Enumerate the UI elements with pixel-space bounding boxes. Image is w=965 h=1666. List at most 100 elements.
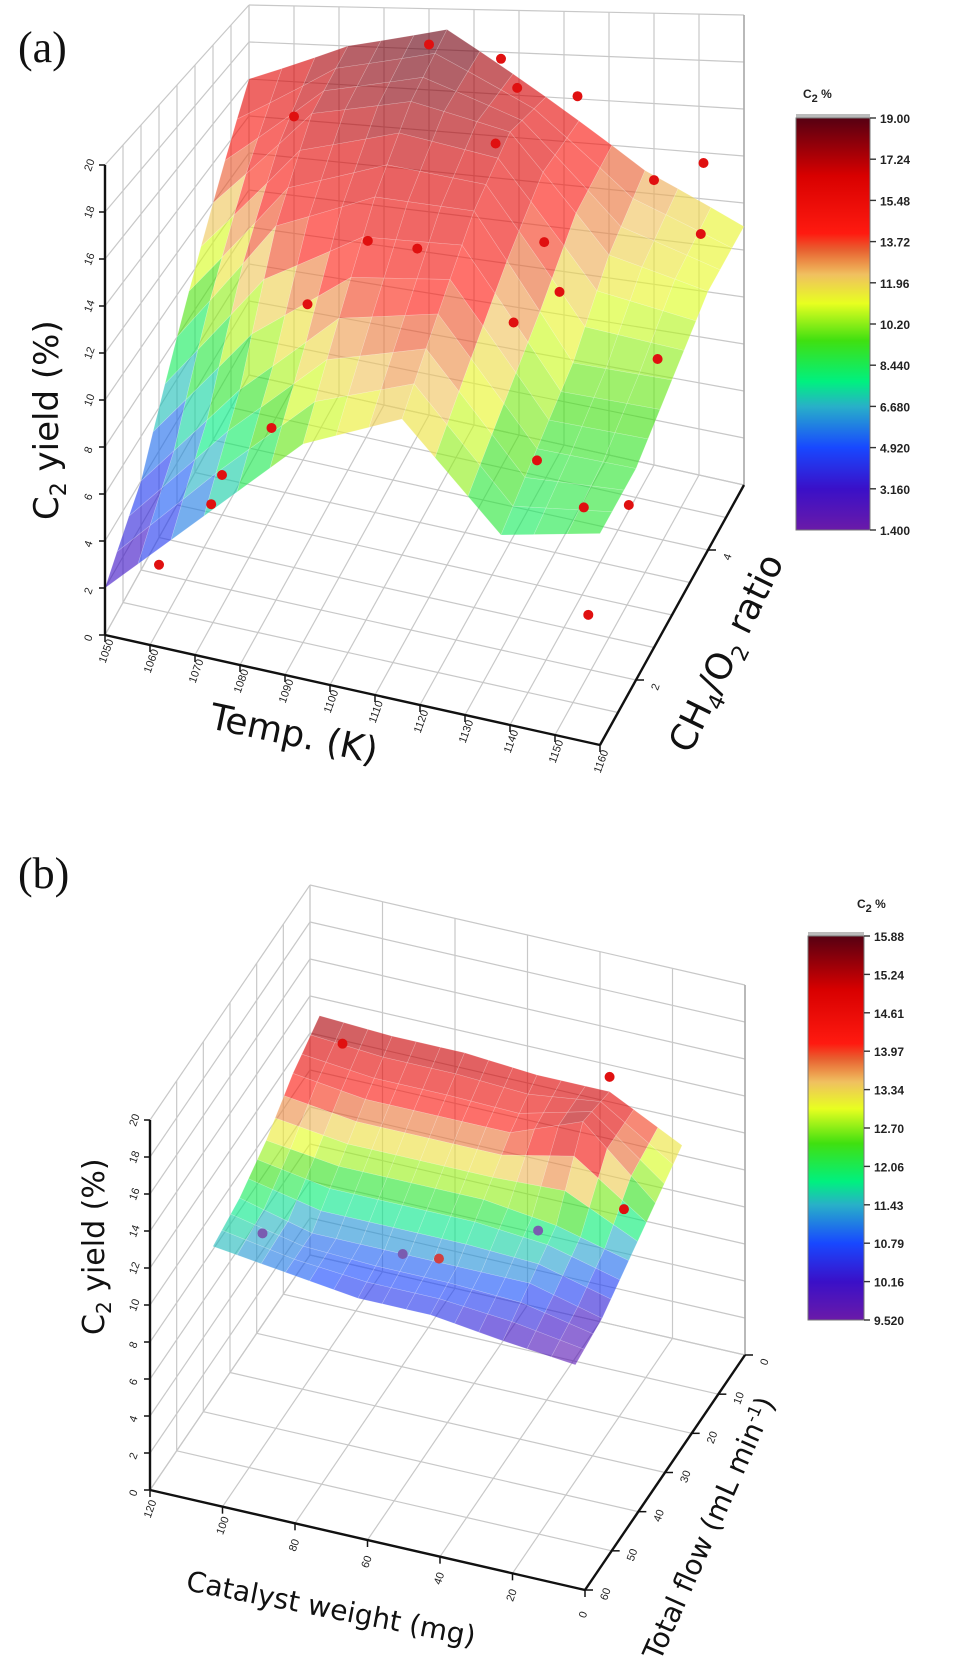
surface-patch [577,1286,612,1319]
panel-label-b: (b) [18,849,69,898]
x-tick-label: 1110 [367,699,386,725]
x-tick-label: 1060 [142,648,162,675]
data-point [583,609,594,620]
x-tick-label: 1080 [232,668,252,695]
colorbar-cap [808,932,864,937]
data-point [424,39,434,50]
data-point [217,470,227,480]
colorbar-title-b: C2 % [857,897,886,915]
colorbar-tick-label: 8.440 [880,359,910,373]
surface-patch [648,1126,683,1166]
z-axis-label-b: C2 yield (%) [77,1158,116,1335]
colorbar-tick-label: 13.72 [880,236,910,250]
data-point [154,559,164,570]
left-wall-gridline [104,115,250,307]
surface-patch [578,485,625,513]
surface-patch [602,432,649,469]
colorbar-tick-label: 3.160 [880,483,910,497]
z-tick-label: 8 [127,1340,140,1350]
floor-gridline [203,1411,639,1513]
colorbar-tick-label: 4.920 [880,442,910,456]
floor-gridline [176,504,673,616]
data-point [412,243,423,254]
floor-gridline [122,601,619,714]
left-wall-gridline [149,1032,311,1269]
floor-gridline [229,1371,666,1474]
left-wall-gridline [149,921,311,1158]
data-point [302,299,313,310]
panel-label-a: (a) [18,23,67,72]
z-tick-label: 20 [127,1112,142,1128]
colorbar-a: 19.00 17.24 15.48 13.72 11.96 10.20 8.440 6.680… [795,112,910,538]
data-point [652,354,663,364]
floor-gridline [176,1450,612,1552]
left-wall-gridline [104,41,250,213]
x-tick-label: 80 [287,1538,302,1554]
data-point [397,1249,408,1259]
floor-gridline [256,1332,692,1434]
z-tick-label: 18 [82,204,97,220]
z-tick-label: 6 [82,492,95,502]
data-point [266,422,277,433]
z-tick-label: 14 [127,1223,142,1239]
left-wall-gridline [149,1254,311,1491]
colorbar-tick-label: 11.43 [874,1199,904,1213]
data-point [532,455,542,466]
z-tick-label: 14 [82,298,97,314]
colorbar-tick-label: 15.24 [874,968,904,982]
z-tick-label: 16 [127,1186,142,1202]
colorbar-tick-label: 6.680 [880,400,910,414]
data-point [539,237,550,248]
left-wall-gridline [104,4,250,166]
colorbar-bar [795,117,871,531]
back-wall-gridline [248,41,745,63]
y-tick-label: 30 [678,1469,693,1485]
surface-plot-a: 0 2 4 6 8 10 12 14 16 18 20 1050 1060 1070 1080 1090 110… [82,4,746,775]
z-axis-label-a: C2 yield (%) [27,320,72,520]
colorbar-b: 15.88 15.24 14.61 13.97 13.34 12.70 12.06 11.43… [807,930,904,1328]
z-tick-label: 2 [82,586,95,596]
y-tick-label: 4 [721,552,734,562]
colorbar-tick-label: 12.70 [874,1122,904,1136]
colorbar-cap [796,114,870,119]
data-point [257,1228,268,1239]
z-tick-label: 4 [82,539,95,549]
z-tick-label: 16 [82,251,97,267]
x-tick-label: 1120 [412,708,431,734]
floor-gridline [283,1293,719,1395]
surface-patch [566,509,613,535]
colorbar-tick-label: 15.48 [880,194,910,208]
y-tick-label: 2 [649,682,662,692]
data-point [490,138,501,149]
x-tick-label: 1090 [277,678,297,705]
z-tick-label: 12 [127,1260,142,1276]
floor-gridline [194,471,691,584]
data-point [695,229,706,239]
y-tick-label: 60 [598,1586,613,1602]
z-tick-label: 10 [127,1297,142,1313]
data-point [578,502,589,513]
surface-patch [568,1306,603,1335]
data-point [289,111,299,122]
x-tick-label: 20 [504,1588,519,1604]
x-tick-label: 1100 [322,688,341,714]
x-tick-label: 1160 [592,748,611,774]
z-tick-label: 8 [82,445,95,455]
floor-gridline [158,536,655,649]
y-tick-label: 40 [652,1508,667,1524]
z-tick-label: 0 [82,633,95,643]
colorbar-title-a: C2 % [803,87,832,105]
colorbar-tick-label: 10.79 [874,1237,904,1251]
data-point [508,317,519,328]
y-tick-label: 50 [625,1547,640,1563]
data-point [649,175,659,186]
data-point [572,91,583,102]
back-wall-gridline [309,995,746,1097]
x-tick-label: 1130 [457,718,476,744]
left-wall-gridline [149,884,311,1121]
x-axis-label-a: Temp. (K) [205,696,381,772]
x-tick-label: 120 [142,1498,160,1519]
left-wall-gridline [149,958,311,1195]
data-point [337,1038,348,1049]
